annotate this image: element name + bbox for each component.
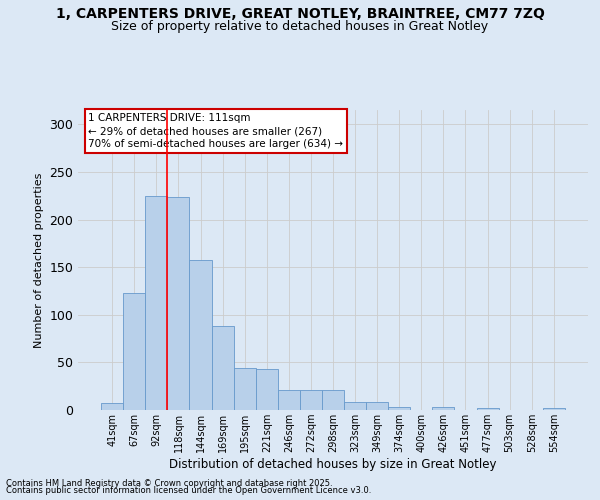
Bar [476,408,499,410]
Y-axis label: Number of detached properties: Number of detached properties [34,172,44,348]
Bar [167,196,190,410]
Bar [123,293,145,410]
Bar [344,402,366,410]
Bar [388,407,410,410]
Bar [278,390,300,410]
Bar [322,390,344,410]
Bar [300,390,322,410]
Text: Contains public sector information licensed under the Open Government Licence v3: Contains public sector information licen… [6,486,371,495]
Bar [233,368,256,410]
X-axis label: Distribution of detached houses by size in Great Notley: Distribution of detached houses by size … [169,458,497,471]
Bar [433,407,454,410]
Bar [366,402,388,410]
Bar [101,404,123,410]
Text: 1, CARPENTERS DRIVE, GREAT NOTLEY, BRAINTREE, CM77 7ZQ: 1, CARPENTERS DRIVE, GREAT NOTLEY, BRAIN… [56,8,544,22]
Text: 1 CARPENTERS DRIVE: 111sqm
← 29% of detached houses are smaller (267)
70% of sem: 1 CARPENTERS DRIVE: 111sqm ← 29% of deta… [88,113,343,150]
Bar [145,196,167,410]
Bar [212,326,233,410]
Bar [256,369,278,410]
Bar [543,408,565,410]
Text: Size of property relative to detached houses in Great Notley: Size of property relative to detached ho… [112,20,488,33]
Bar [190,260,212,410]
Text: Contains HM Land Registry data © Crown copyright and database right 2025.: Contains HM Land Registry data © Crown c… [6,478,332,488]
